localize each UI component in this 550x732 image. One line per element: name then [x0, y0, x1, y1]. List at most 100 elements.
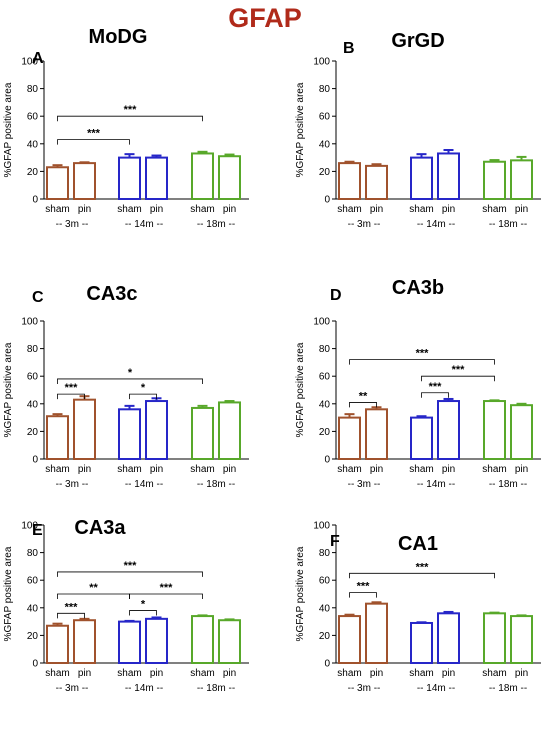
- bar-pin: [365, 602, 388, 664]
- category-label: sham: [117, 204, 141, 215]
- bar-sham: [118, 156, 141, 201]
- panel-letter: A: [32, 50, 44, 67]
- y-axis-label: %GFAP positive area: [295, 82, 306, 177]
- group-label: -- 3m --: [56, 219, 89, 230]
- group-label: -- 14m --: [417, 479, 455, 490]
- significance-bracket: [57, 571, 203, 577]
- bar-sham: [191, 615, 214, 665]
- panel-title: CA1: [398, 533, 438, 555]
- significance-label: ***: [124, 104, 138, 116]
- y-tick-label: 40: [27, 603, 39, 614]
- bar-pin: [145, 400, 168, 461]
- y-tick-label: 100: [21, 317, 38, 328]
- bar-pin: [218, 155, 241, 200]
- y-axis-label: %GFAP positive area: [295, 546, 306, 641]
- group-label: -- 18m --: [197, 479, 235, 490]
- figure-title: GFAP: [228, 3, 302, 33]
- category-label: pin: [150, 668, 163, 679]
- y-tick-label: 60: [27, 372, 39, 383]
- significance-bracket: [57, 378, 203, 384]
- chart-panel-b: B GrGD 0 20 40 60 80 100 %GFAP positive area sham…: [295, 30, 541, 230]
- group-label: -- 3m --: [348, 683, 381, 694]
- category-label: pin: [78, 204, 91, 215]
- category-label: sham: [337, 668, 361, 679]
- significance-bracket: [129, 393, 157, 400]
- category-label: sham: [482, 668, 506, 679]
- y-tick-label: 0: [32, 659, 38, 670]
- category-label: sham: [409, 668, 433, 679]
- significance-label: ***: [416, 561, 430, 573]
- y-tick-label: 80: [27, 344, 39, 355]
- y-tick-label: 20: [27, 167, 39, 178]
- bar-sham: [410, 416, 433, 461]
- panels: A MoDG 0 20 40 60 80 100 %GFAP positive area sham…: [3, 26, 541, 694]
- bar-pin: [437, 400, 460, 461]
- y-tick-label: 100: [313, 57, 330, 68]
- category-label: pin: [150, 464, 163, 475]
- group-label: -- 18m --: [489, 683, 527, 694]
- category-label: sham: [482, 204, 506, 215]
- y-tick-label: 80: [319, 548, 331, 559]
- bar-pin: [145, 617, 168, 665]
- y-tick-label: 80: [319, 344, 331, 355]
- significance-bracket: [57, 139, 130, 145]
- significance-label: ***: [452, 364, 466, 376]
- category-label: pin: [442, 204, 455, 215]
- category-label: sham: [337, 464, 361, 475]
- category-label: pin: [78, 464, 91, 475]
- group-label: -- 3m --: [348, 219, 381, 230]
- bar-pin: [365, 164, 388, 201]
- bar-sham: [483, 400, 506, 461]
- panel-letter: B: [343, 40, 355, 57]
- y-tick-label: 40: [27, 399, 39, 410]
- group-label: -- 3m --: [348, 479, 381, 490]
- panel-title: CA3b: [392, 277, 444, 299]
- significance-label: ***: [65, 382, 79, 394]
- category-label: sham: [409, 204, 433, 215]
- bar-pin: [73, 619, 96, 664]
- y-tick-label: 20: [27, 427, 39, 438]
- category-label: sham: [337, 204, 361, 215]
- group-label: -- 3m --: [56, 479, 89, 490]
- panel-letter: F: [330, 533, 340, 550]
- y-tick-label: 40: [319, 139, 331, 150]
- bar-pin: [510, 404, 533, 460]
- significance-label: ***: [416, 348, 430, 360]
- panel-letter: D: [330, 287, 342, 304]
- significance-bracket: [57, 393, 85, 400]
- y-tick-label: 100: [21, 57, 38, 68]
- chart-panel-d: D CA3b 0 20 40 60 80 100 %GFAP positive area sham…: [295, 277, 541, 490]
- group-label: -- 18m --: [197, 683, 235, 694]
- y-axis-label: %GFAP positive area: [3, 82, 14, 177]
- category-label: sham: [190, 668, 214, 679]
- significance-label: ***: [357, 581, 371, 593]
- group-label: -- 18m --: [489, 219, 527, 230]
- y-tick-label: 100: [313, 317, 330, 328]
- category-label: sham: [482, 464, 506, 475]
- category-label: pin: [515, 204, 528, 215]
- significance-bracket: [421, 392, 449, 398]
- bar-pin: [73, 398, 96, 461]
- category-label: sham: [45, 464, 69, 475]
- category-label: pin: [223, 204, 236, 215]
- y-tick-label: 60: [27, 112, 39, 123]
- y-tick-label: 60: [319, 576, 331, 587]
- group-label: -- 14m --: [125, 683, 163, 694]
- y-axis-label: %GFAP positive area: [3, 546, 14, 641]
- category-label: pin: [78, 668, 91, 679]
- bar-sham: [338, 615, 361, 665]
- bar-pin: [437, 152, 460, 201]
- panel-title: GrGD: [391, 30, 444, 52]
- group-label: -- 18m --: [489, 479, 527, 490]
- bar-sham: [46, 415, 69, 460]
- y-tick-label: 0: [32, 195, 38, 206]
- significance-bracket: [57, 115, 203, 122]
- significance-label: *: [141, 599, 146, 611]
- group-label: -- 14m --: [125, 219, 163, 230]
- significance-label: ***: [65, 601, 79, 613]
- category-label: sham: [117, 668, 141, 679]
- y-axis-label: %GFAP positive area: [295, 342, 306, 437]
- y-tick-label: 20: [319, 427, 331, 438]
- group-label: -- 14m --: [125, 479, 163, 490]
